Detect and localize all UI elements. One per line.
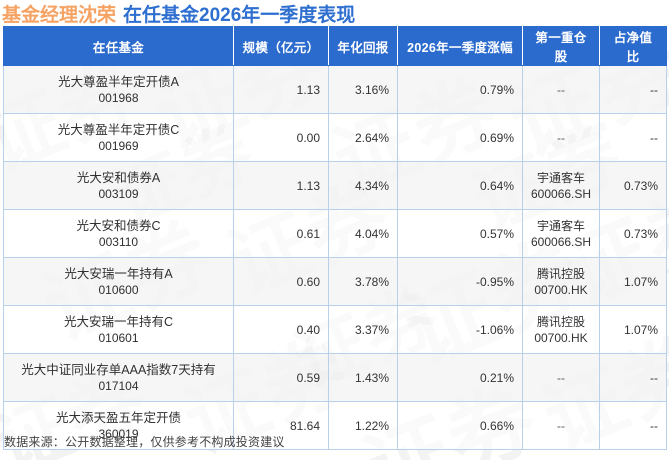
fund-code: 001969 bbox=[98, 138, 139, 153]
cell-nav-ratio: 1.07% bbox=[599, 257, 667, 306]
top-holding-code: 00700.HK bbox=[534, 282, 588, 297]
top-holding-name: -- bbox=[557, 370, 565, 385]
cell-top-holding: 宇通客车 600066.SH bbox=[522, 209, 600, 258]
page-title-description: 在任基金2026年一季度表现 bbox=[123, 5, 356, 26]
cell-nav-ratio: 0.73% bbox=[599, 161, 667, 210]
cell-top-holding: -- bbox=[522, 401, 600, 450]
cell-fund-size: 0.60 bbox=[233, 257, 329, 306]
fund-table-container: 在任基金 规模（亿元） 年化回报 2026年一季度涨幅 第一重仓股 占净值比 光… bbox=[0, 26, 669, 450]
cell-fund-size: 0.40 bbox=[233, 305, 329, 354]
top-holding-code: 00700.HK bbox=[534, 330, 588, 345]
cell-annualized-return: 1.43% bbox=[328, 353, 398, 402]
cell-nav-ratio: -- bbox=[599, 65, 667, 114]
cell-top-holding: 宇通客车 600066.SH bbox=[522, 161, 600, 210]
cell-annualized-return: 3.78% bbox=[328, 257, 398, 306]
top-holding-code: 600066.SH bbox=[531, 186, 592, 201]
fund-code: 003109 bbox=[98, 186, 139, 201]
cell-annualized-return: 4.34% bbox=[328, 161, 398, 210]
fund-code: 010600 bbox=[98, 282, 139, 297]
cell-annualized-return: 2.64% bbox=[328, 113, 398, 162]
cell-nav-ratio: -- bbox=[599, 113, 667, 162]
table-body: 光大尊盈半年定开债A 001968 1.13 3.16% 0.79% -- -- 光大尊盈半年… bbox=[3, 65, 667, 450]
cell-top-holding: 腾讯控股 00700.HK bbox=[522, 257, 600, 306]
cell-top-holding: -- bbox=[522, 113, 600, 162]
top-holding-name: -- bbox=[557, 418, 565, 433]
cell-nav-ratio: 1.07% bbox=[599, 305, 667, 354]
top-holding-name: 腾讯控股 bbox=[536, 314, 585, 329]
column-header-return: 年化回报 bbox=[328, 26, 398, 66]
cell-fund-size: 0.00 bbox=[233, 113, 329, 162]
top-holding-name: -- bbox=[557, 82, 565, 97]
cell-quarterly-change: 0.66% bbox=[397, 401, 523, 450]
table-row[interactable]: 光大安和债券C 003110 0.61 4.04% 0.57% 宇通客车 600066.SH… bbox=[3, 209, 667, 258]
cell-fund-size: 0.59 bbox=[233, 353, 329, 402]
cell-quarterly-change: 0.69% bbox=[397, 113, 523, 162]
table-row[interactable]: 光大中证同业存单AAA指数7天持有 017104 0.59 1.43% 0.21% -- -… bbox=[3, 353, 667, 402]
fund-name: 光大安瑞一年持有A bbox=[64, 266, 173, 281]
fund-code: 003110 bbox=[98, 234, 139, 249]
cell-fund-name: 光大添天盈五年定开债 360019 bbox=[3, 401, 234, 450]
cell-fund-size: 1.13 bbox=[233, 161, 329, 210]
cell-fund-size: 1.13 bbox=[233, 65, 329, 114]
page-title-manager: 基金经理沈荣 bbox=[2, 5, 117, 26]
fund-code: 360019 bbox=[98, 426, 139, 441]
cell-top-holding: -- bbox=[522, 353, 600, 402]
cell-annualized-return: 3.16% bbox=[328, 65, 398, 114]
table-row[interactable]: 光大尊盈半年定开债C 001969 0.00 2.64% 0.69% -- -- bbox=[3, 113, 667, 162]
top-holding-code: 600066.SH bbox=[531, 234, 592, 249]
table-row[interactable]: 光大添天盈五年定开债 360019 81.64 1.22% 0.66% -- -- bbox=[3, 401, 667, 450]
cell-fund-name: 光大安瑞一年持有C 010601 bbox=[3, 305, 234, 354]
cell-annualized-return: 4.04% bbox=[328, 209, 398, 258]
column-header-change: 2026年一季度涨幅 bbox=[397, 26, 523, 66]
cell-fund-name: 光大安和债券A 003109 bbox=[3, 161, 234, 210]
table-row[interactable]: 光大安和债券A 003109 1.13 4.34% 0.64% 宇通客车 600066.SH… bbox=[3, 161, 667, 210]
cell-nav-ratio: -- bbox=[599, 401, 667, 450]
table-header: 在任基金 规模（亿元） 年化回报 2026年一季度涨幅 第一重仓股 占净值比 bbox=[3, 26, 667, 66]
fund-name: 光大尊盈半年定开债A bbox=[58, 74, 179, 89]
fund-code: 017104 bbox=[98, 378, 139, 393]
fund-name: 光大安和债券C bbox=[76, 218, 161, 233]
cell-quarterly-change: 0.79% bbox=[397, 65, 523, 114]
table-row[interactable]: 光大安瑞一年持有A 010600 0.60 3.78% -0.95% 腾讯控股 00700.… bbox=[3, 257, 667, 306]
top-holding-name: 宇通客车 bbox=[536, 218, 585, 233]
fund-name: 光大安和债券A bbox=[76, 170, 161, 185]
cell-fund-name: 光大安瑞一年持有A 010600 bbox=[3, 257, 234, 306]
fund-code: 001968 bbox=[98, 90, 139, 105]
cell-nav-ratio: -- bbox=[599, 353, 667, 402]
cell-annualized-return: 3.37% bbox=[328, 305, 398, 354]
cell-fund-name: 光大尊盈半年定开债C 001969 bbox=[3, 113, 234, 162]
fund-name: 光大尊盈半年定开债C bbox=[57, 122, 180, 137]
table-row[interactable]: 光大尊盈半年定开债A 001968 1.13 3.16% 0.79% -- -- bbox=[3, 65, 667, 114]
cell-fund-size: 0.61 bbox=[233, 209, 329, 258]
table-header-row: 在任基金 规模（亿元） 年化回报 2026年一季度涨幅 第一重仓股 占净值比 bbox=[3, 26, 667, 66]
table-row[interactable]: 光大安瑞一年持有C 010601 0.40 3.37% -1.06% 腾讯控股 00700.… bbox=[3, 305, 667, 354]
top-holding-name: 宇通客车 bbox=[536, 170, 585, 185]
cell-quarterly-change: -1.06% bbox=[397, 305, 523, 354]
cell-top-holding: 腾讯控股 00700.HK bbox=[522, 305, 600, 354]
top-holding-name: -- bbox=[557, 130, 565, 145]
top-holding-name: 腾讯控股 bbox=[536, 266, 585, 281]
cell-quarterly-change: 0.64% bbox=[397, 161, 523, 210]
data-source-note: 数据来源：公开数据整理，仅供参考不构成投资建议 bbox=[4, 435, 285, 449]
fund-name: 光大添天盈五年定开债 bbox=[55, 410, 181, 425]
cell-quarterly-change: 0.21% bbox=[397, 353, 523, 402]
cell-top-holding: -- bbox=[522, 65, 600, 114]
page-title: 基金经理沈荣 在任基金2026年一季度表现 bbox=[0, 0, 669, 26]
cell-fund-name: 光大安和债券C 003110 bbox=[3, 209, 234, 258]
column-header-size: 规模（亿元） bbox=[233, 26, 329, 66]
cell-fund-name: 光大尊盈半年定开债A 001968 bbox=[3, 65, 234, 114]
cell-fund-size: 81.64 bbox=[233, 401, 329, 450]
fund-code: 010601 bbox=[98, 330, 139, 345]
cell-quarterly-change: -0.95% bbox=[397, 257, 523, 306]
column-header-top-holding: 第一重仓股 bbox=[522, 26, 600, 66]
column-header-fund: 在任基金 bbox=[3, 26, 234, 66]
fund-name: 光大安瑞一年持有C bbox=[63, 314, 174, 329]
cell-nav-ratio: 0.73% bbox=[599, 209, 667, 258]
cell-annualized-return: 1.22% bbox=[328, 401, 398, 450]
cell-quarterly-change: 0.57% bbox=[397, 209, 523, 258]
fund-name: 光大中证同业存单AAA指数7天持有 bbox=[21, 362, 216, 377]
cell-fund-name: 光大中证同业存单AAA指数7天持有 017104 bbox=[3, 353, 234, 402]
column-header-nav-ratio: 占净值比 bbox=[599, 26, 667, 66]
fund-performance-table: 在任基金 规模（亿元） 年化回报 2026年一季度涨幅 第一重仓股 占净值比 光… bbox=[3, 26, 667, 450]
